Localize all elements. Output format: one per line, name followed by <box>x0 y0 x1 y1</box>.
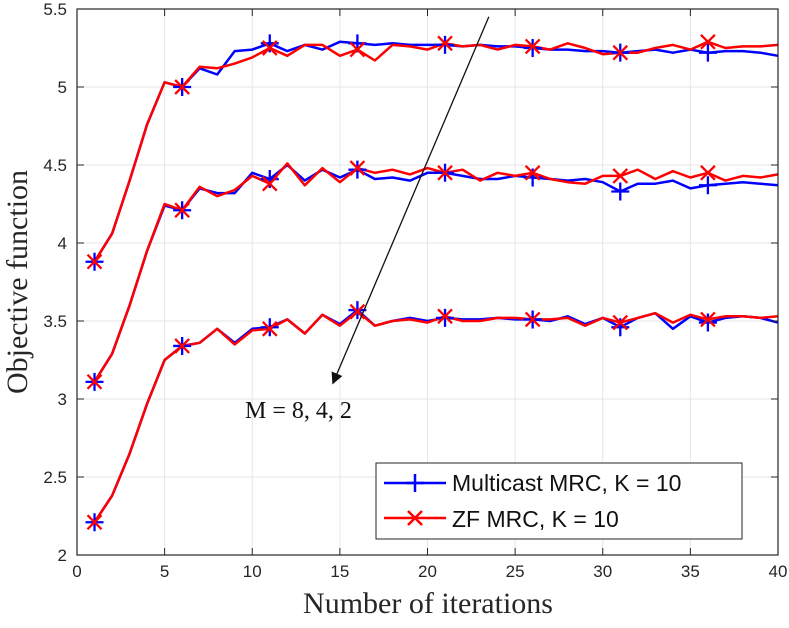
data-point-cross-marker <box>612 314 629 331</box>
data-point-cross-marker <box>86 253 103 270</box>
x-tick-label: 10 <box>243 562 262 581</box>
data-point-cross-marker <box>524 311 541 328</box>
data-point-cross-marker <box>524 38 541 55</box>
y-axis-title: Objective function <box>1 170 34 394</box>
x-tick-label: 40 <box>769 562 788 581</box>
data-point-cross-marker <box>261 320 278 337</box>
data-point-plus-marker <box>611 182 630 201</box>
x-tick-label: 30 <box>593 562 612 581</box>
data-point-cross-marker <box>437 308 453 325</box>
series-line-zf <box>93 162 779 383</box>
x-tick-label: 5 <box>160 562 169 581</box>
y-tick-label: 4.5 <box>43 156 67 175</box>
data-point-cross-marker <box>700 164 716 181</box>
x-axis-title: Number of iterations <box>303 587 553 620</box>
data-point-cross-marker <box>349 41 366 58</box>
data-point-cross-marker <box>524 164 541 181</box>
series-line-zf <box>93 310 779 523</box>
y-tick-label: 3 <box>58 390 67 409</box>
data-point-cross-marker <box>174 202 190 219</box>
data-point-cross-marker <box>86 514 103 531</box>
data-point-cross-marker <box>612 168 629 184</box>
data-point-cross-marker <box>700 311 716 328</box>
legend: Multicast MRC, K = 10 ZF MRC, K = 10 <box>375 462 743 540</box>
y-tick-label: 4 <box>58 234 67 253</box>
series-line-zf <box>93 40 779 263</box>
y-tick-label: 2.5 <box>43 468 67 487</box>
annotation-arrow <box>331 16 490 385</box>
legend-marker-plus-icon <box>406 474 424 492</box>
legend-box <box>375 462 743 540</box>
legend-marker-cross-icon <box>407 510 423 526</box>
y-tick-label: 3.5 <box>43 312 67 331</box>
series-layer <box>85 33 779 532</box>
y-tick-label: 5.5 <box>43 0 67 19</box>
ticks <box>76 8 779 556</box>
y-tick-label: 2 <box>58 546 67 565</box>
y-tick-label: 5 <box>58 78 67 97</box>
legend-label-zf: ZF MRC, K = 10 <box>452 506 619 532</box>
annotation-text: M = 8, 4, 2 <box>245 398 352 424</box>
data-point-cross-marker <box>261 175 278 192</box>
data-point-cross-marker <box>437 164 453 181</box>
data-point-cross-marker <box>349 160 366 176</box>
x-tick-label: 25 <box>506 562 525 581</box>
data-point-cross-marker <box>261 40 278 56</box>
x-tick-label: 20 <box>418 562 437 581</box>
x-tick-label: 15 <box>330 562 349 581</box>
data-point-cross-marker <box>437 35 453 52</box>
data-point-cross-marker <box>700 33 716 50</box>
data-point-plus-marker <box>698 313 717 332</box>
data-point-cross-marker <box>86 374 103 390</box>
data-point-cross-marker <box>174 79 190 95</box>
x-tick-label: 35 <box>681 562 700 581</box>
legend-label-multicast: Multicast MRC, K = 10 <box>452 470 681 496</box>
data-point-plus-marker <box>698 176 717 195</box>
data-point-cross-marker <box>174 338 190 354</box>
x-tick-label: 0 <box>72 562 81 581</box>
data-point-plus-marker <box>698 43 717 62</box>
tick-labels: 0 5 10 15 20 25 30 35 40 2 2.5 3 3.5 4 4.5 5 5.5 <box>43 0 787 581</box>
data-point-cross-marker <box>612 44 629 61</box>
